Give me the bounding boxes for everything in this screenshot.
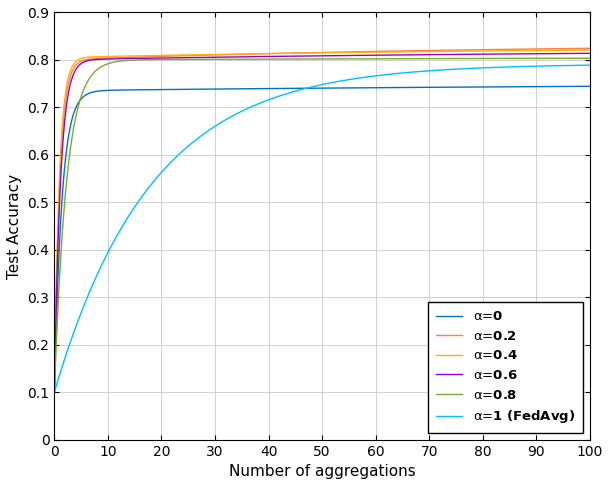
α=$\bf{0.8}$ bbox=[106, 60, 113, 66]
α=$\bf{0.2}$ bbox=[586, 45, 594, 51]
α=$\bf{0.4}$ bbox=[478, 48, 485, 54]
α=$\bf{0.8}$ bbox=[418, 56, 426, 62]
α=$\bf{0.8}$ bbox=[287, 56, 294, 62]
α=$\bf{0.4}$ bbox=[468, 48, 476, 54]
α=$\bf{0.6}$ bbox=[106, 56, 113, 62]
α=$\bf{0}$ bbox=[478, 84, 485, 90]
α=$\bf{0}$ bbox=[287, 86, 294, 91]
α=$\bf{1\ (FedAvg)}$ bbox=[267, 96, 274, 102]
α=$\bf{0.6}$ bbox=[468, 52, 476, 57]
Line: α=$\bf{0.4}$: α=$\bf{0.4}$ bbox=[54, 50, 590, 392]
α=$\bf{0.2}$ bbox=[51, 389, 58, 395]
Line: α=$\bf{0.8}$: α=$\bf{0.8}$ bbox=[54, 58, 590, 392]
α=$\bf{0}$ bbox=[267, 86, 274, 91]
α=$\bf{1\ (FedAvg)}$ bbox=[468, 66, 476, 71]
α=$\bf{0.6}$ bbox=[267, 53, 274, 59]
Line: α=$\bf{1\ (FedAvg)}$: α=$\bf{1\ (FedAvg)}$ bbox=[54, 65, 590, 392]
Legend: α=$\bf{0}$, α=$\bf{0.2}$, α=$\bf{0.4}$, α=$\bf{0.6}$, α=$\bf{0.8}$, α=$\bf{1\ (F: α=$\bf{0}$, α=$\bf{0.2}$, α=$\bf{0.4}$, … bbox=[428, 302, 583, 433]
α=$\bf{0.8}$ bbox=[468, 55, 476, 61]
Line: α=$\bf{0.2}$: α=$\bf{0.2}$ bbox=[54, 48, 590, 392]
α=$\bf{0.8}$ bbox=[267, 56, 274, 62]
α=$\bf{0.8}$ bbox=[586, 55, 594, 61]
α=$\bf{0.6}$ bbox=[478, 51, 485, 57]
Y-axis label: Test Accuracy: Test Accuracy bbox=[7, 174, 22, 278]
α=$\bf{0.4}$ bbox=[106, 53, 113, 59]
α=$\bf{0.4}$ bbox=[418, 49, 426, 54]
α=$\bf{0}$ bbox=[106, 87, 113, 93]
α=$\bf{0.4}$ bbox=[267, 51, 274, 56]
α=$\bf{1\ (FedAvg)}$ bbox=[478, 65, 485, 71]
α=$\bf{0.2}$ bbox=[287, 50, 294, 56]
Line: α=$\bf{0}$: α=$\bf{0}$ bbox=[54, 87, 590, 392]
α=$\bf{0.2}$ bbox=[418, 48, 426, 53]
α=$\bf{1\ (FedAvg)}$ bbox=[418, 69, 426, 74]
α=$\bf{0.6}$ bbox=[287, 53, 294, 59]
α=$\bf{0.2}$ bbox=[267, 51, 274, 56]
α=$\bf{1\ (FedAvg)}$ bbox=[586, 62, 594, 68]
Line: α=$\bf{0.6}$: α=$\bf{0.6}$ bbox=[54, 53, 590, 392]
α=$\bf{0}$ bbox=[51, 389, 58, 395]
X-axis label: Number of aggregations: Number of aggregations bbox=[229, 464, 415, 479]
α=$\bf{0.4}$ bbox=[287, 51, 294, 56]
α=$\bf{0.6}$ bbox=[586, 51, 594, 56]
α=$\bf{0.8}$ bbox=[478, 55, 485, 61]
α=$\bf{1\ (FedAvg)}$ bbox=[106, 247, 113, 253]
α=$\bf{0.6}$ bbox=[51, 389, 58, 395]
α=$\bf{0}$ bbox=[586, 84, 594, 89]
α=$\bf{0.4}$ bbox=[51, 389, 58, 395]
α=$\bf{1\ (FedAvg)}$ bbox=[51, 389, 58, 395]
α=$\bf{0.2}$ bbox=[106, 55, 113, 61]
α=$\bf{1\ (FedAvg)}$ bbox=[287, 90, 294, 96]
α=$\bf{0.6}$ bbox=[418, 52, 426, 58]
α=$\bf{0.8}$ bbox=[51, 389, 58, 395]
α=$\bf{0.4}$ bbox=[586, 47, 594, 53]
α=$\bf{0}$ bbox=[468, 84, 476, 90]
α=$\bf{0.2}$ bbox=[478, 47, 485, 52]
α=$\bf{0}$ bbox=[418, 85, 426, 90]
α=$\bf{0.2}$ bbox=[468, 47, 476, 52]
